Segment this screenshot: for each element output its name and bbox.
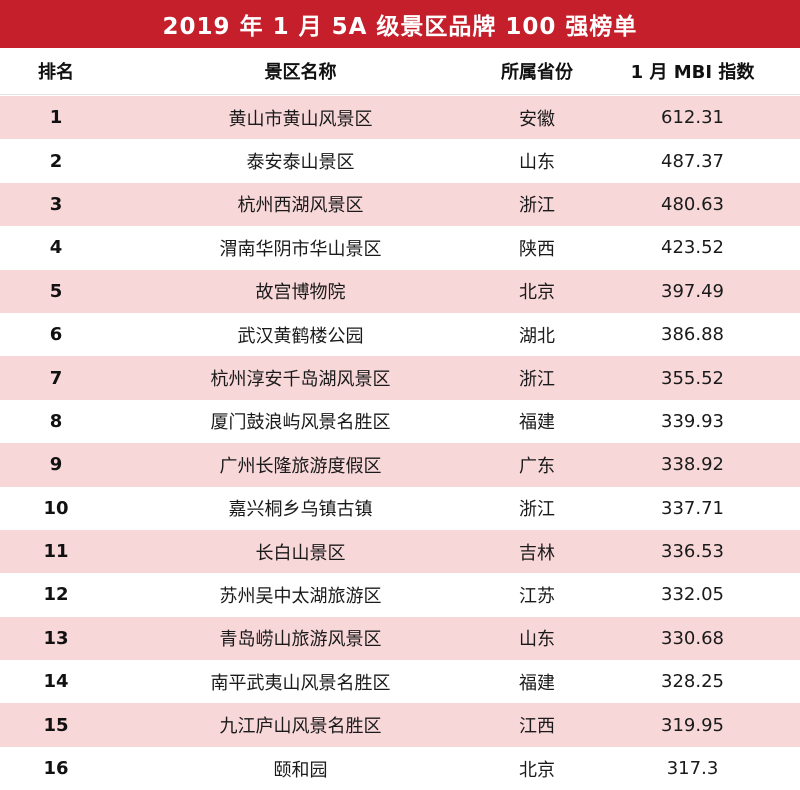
mbi-index-cell: 336.53 [661, 541, 724, 563]
province-cell: 福建 [519, 672, 555, 694]
province-cell: 广东 [519, 455, 555, 477]
table-row: 12 苏州吴中太湖旅游区 江苏 332.05 [0, 573, 800, 617]
table-row: 16 颐和园 北京 317.3 [0, 746, 800, 790]
scenic-name-cell: 武汉黄鹤楼公园 [237, 325, 364, 347]
table-row: 6 武汉黄鹤楼公园 湖北 386.88 [0, 312, 800, 357]
scenic-name-cell: 南平武夷山风景名胜区 [210, 672, 391, 694]
mbi-index-cell: 386.88 [661, 324, 724, 346]
rank-cell: 11 [43, 541, 69, 563]
scenic-name-cell: 青岛崂山旅游风景区 [219, 629, 382, 651]
table-row: 9 广州长隆旅游度假区 广东 338.92 [0, 443, 800, 487]
rank-cell: 9 [49, 454, 63, 476]
mbi-index-cell: 397.49 [661, 280, 724, 302]
rank-cell: 7 [49, 367, 63, 389]
province-cell: 陕西 [519, 238, 555, 260]
province-cell: 浙江 [519, 195, 555, 217]
scenic-name-cell: 嘉兴桐乡乌镇古镇 [228, 499, 373, 521]
table-row: 7 杭州淳安千岛湖风景区 浙江 355.52 [0, 356, 800, 400]
title-bar: 2019 年 1 月 5A 级景区品牌 100 强榜单 [0, 0, 800, 48]
scenic-name-cell: 杭州西湖风景区 [237, 195, 364, 217]
scenic-name-cell: 长白山景区 [255, 542, 346, 564]
scenic-name-cell: 泰安泰山景区 [246, 152, 355, 174]
header-scenic-name: 景区名称 [264, 62, 337, 83]
mbi-index-cell: 332.05 [661, 584, 724, 606]
table-row: 13 青岛崂山旅游风景区 山东 330.68 [0, 616, 800, 661]
mbi-index-cell: 423.52 [661, 237, 724, 259]
table-row: 2 泰安泰山景区 山东 487.37 [0, 139, 800, 183]
table-row: 3 杭州西湖风景区 浙江 480.63 [0, 182, 800, 227]
province-cell: 福建 [519, 412, 555, 434]
table-row: 11 长白山景区 吉林 336.53 [0, 529, 800, 574]
province-cell: 浙江 [519, 499, 555, 521]
province-cell: 吉林 [519, 542, 555, 564]
province-cell: 江苏 [519, 585, 555, 607]
scenic-name-cell: 九江庐山风景名胜区 [219, 716, 382, 738]
mbi-index-cell: 330.68 [661, 627, 724, 649]
rank-cell: 14 [43, 671, 69, 693]
mbi-index-cell: 337.71 [661, 497, 724, 519]
table-row: 5 故宫博物院 北京 397.49 [0, 269, 800, 313]
rank-cell: 6 [49, 324, 63, 346]
table-header: 排名 景区名称 所属省份 1 月 MBI 指数 [0, 48, 800, 95]
table-row: 4 渭南华阴市华山景区 陕西 423.52 [0, 226, 800, 270]
province-cell: 湖北 [519, 325, 555, 347]
table-row: 15 九江庐山风景名胜区 江西 319.95 [0, 703, 800, 747]
header-rank: 排名 [38, 62, 74, 83]
rank-cell: 4 [49, 237, 63, 259]
mbi-index-cell: 319.95 [661, 714, 724, 736]
rank-cell: 13 [43, 627, 69, 649]
rank-cell: 12 [43, 584, 69, 606]
scenic-name-cell: 黄山市黄山风景区 [228, 108, 373, 130]
rank-cell: 3 [49, 193, 63, 215]
mbi-index-cell: 338.92 [661, 454, 724, 476]
table-body: 1 黄山市黄山风景区 安徽 612.31 2 泰安泰山景区 山东 487.37 3 杭州西湖风景区… [0, 96, 800, 790]
rank-cell: 10 [43, 497, 69, 519]
mbi-index-cell: 317.3 [666, 758, 719, 780]
table-row: 8 厦门鼓浪屿风景名胜区 福建 339.93 [0, 399, 800, 444]
province-cell: 北京 [519, 759, 555, 781]
table-row: 10 嘉兴桐乡乌镇古镇 浙江 337.71 [0, 486, 800, 530]
header-province: 所属省份 [501, 62, 573, 83]
province-cell: 北京 [519, 282, 555, 304]
page-title: 2019 年 1 月 5A 级景区品牌 100 强榜单 [162, 14, 638, 40]
scenic-name-cell: 厦门鼓浪屿风景名胜区 [210, 412, 391, 434]
header-mbi-index: 1 月 MBI 指数 [630, 62, 755, 83]
mbi-index-cell: 480.63 [661, 193, 724, 215]
scenic-name-cell: 广州长隆旅游度假区 [219, 455, 382, 477]
mbi-index-cell: 355.52 [661, 367, 724, 389]
province-cell: 浙江 [519, 369, 555, 391]
rank-cell: 1 [49, 107, 63, 129]
rank-cell: 15 [43, 714, 69, 736]
province-cell: 江西 [519, 716, 555, 738]
mbi-index-cell: 328.25 [661, 671, 724, 693]
rank-cell: 16 [43, 758, 69, 780]
rank-cell: 5 [49, 280, 63, 302]
province-cell: 安徽 [519, 108, 555, 130]
mbi-index-cell: 487.37 [661, 150, 724, 172]
table-row: 14 南平武夷山风景名胜区 福建 328.25 [0, 660, 800, 704]
province-cell: 山东 [519, 629, 555, 651]
scenic-name-cell: 故宫博物院 [255, 282, 346, 304]
rank-cell: 2 [49, 150, 63, 172]
province-cell: 山东 [519, 152, 555, 174]
table-row: 1 黄山市黄山风景区 安徽 612.31 [0, 96, 800, 140]
scenic-name-cell: 颐和园 [273, 759, 328, 781]
rank-cell: 8 [49, 410, 63, 432]
scenic-name-cell: 杭州淳安千岛湖风景区 [210, 369, 391, 391]
mbi-index-cell: 612.31 [661, 107, 724, 129]
scenic-name-cell: 渭南华阴市华山景区 [219, 238, 382, 260]
scenic-name-cell: 苏州吴中太湖旅游区 [219, 585, 382, 607]
mbi-index-cell: 339.93 [661, 410, 724, 432]
